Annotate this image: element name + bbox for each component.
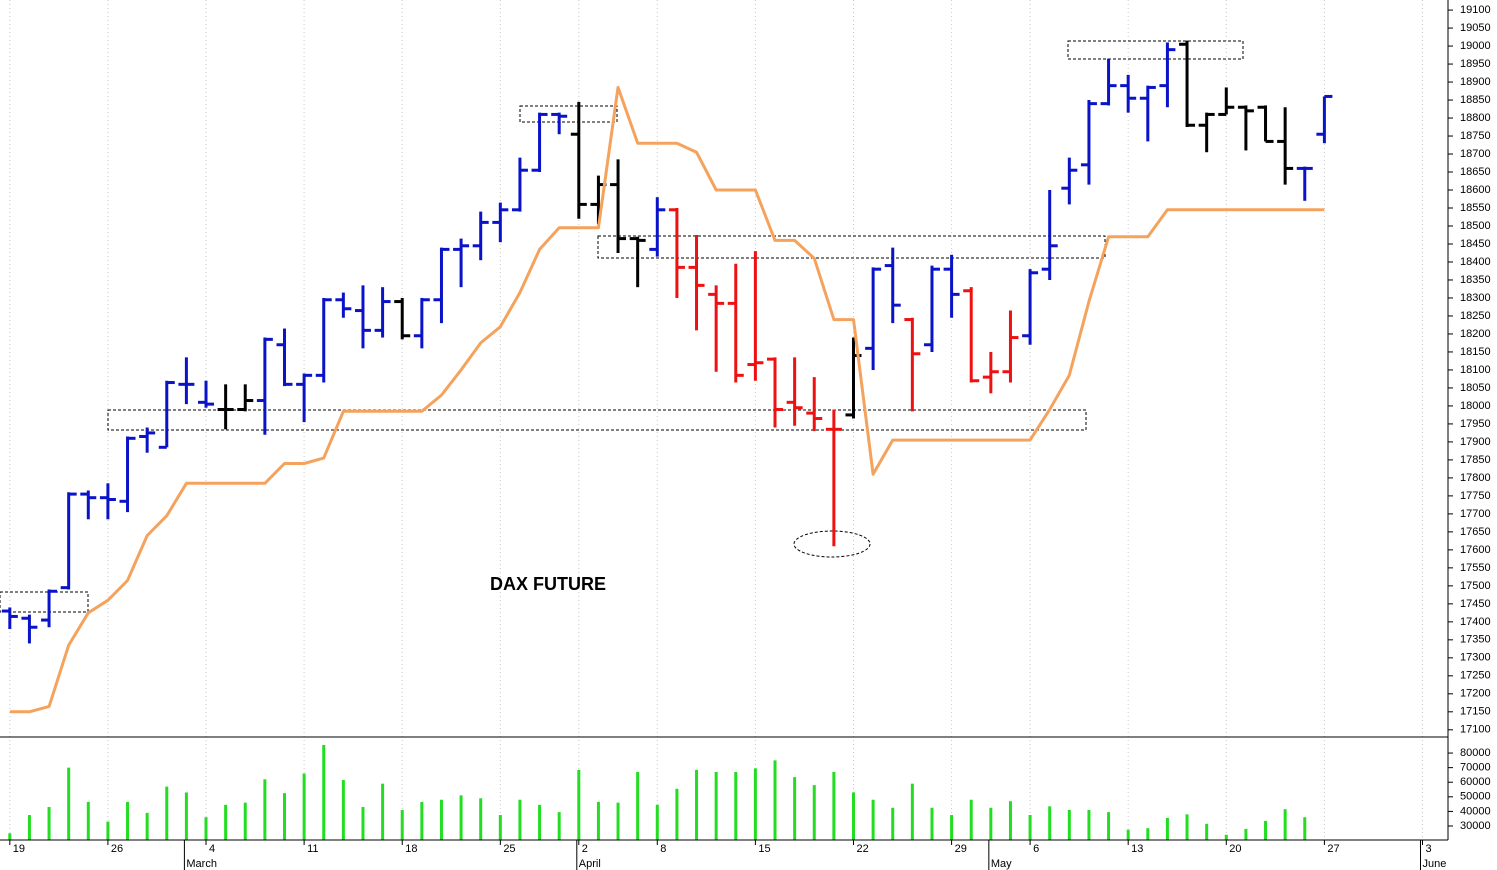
x-tick-label: 15 [758, 843, 770, 855]
y-tick-label: 18050 [1460, 382, 1491, 394]
y-tick-label: 17100 [1460, 724, 1491, 736]
y-tick-label: 17500 [1460, 580, 1491, 592]
y-tick-label: 18500 [1460, 220, 1491, 232]
y-tick-label: 50000 [1460, 791, 1491, 803]
y-tick-label: 18750 [1460, 130, 1491, 142]
x-tick-label: 13 [1131, 843, 1143, 855]
y-tick-label: 17750 [1460, 490, 1491, 502]
chart-title: DAX FUTURE [490, 574, 606, 594]
y-tick-label: 19000 [1460, 40, 1491, 52]
month-label: April [579, 858, 601, 870]
y-tick-label: 18300 [1460, 292, 1491, 304]
overlay-line [9, 85, 1325, 714]
y-tick-label: 18450 [1460, 238, 1491, 250]
y-tick-label: 17350 [1460, 634, 1491, 646]
range-box [107, 409, 1087, 431]
plot [1, 40, 1333, 840]
low-marker [793, 530, 871, 558]
y-tick-label: 17850 [1460, 454, 1491, 466]
month-label: May [991, 858, 1012, 870]
y-tick-label: 18800 [1460, 112, 1491, 124]
range-box [1067, 40, 1244, 60]
x-tick-label: 29 [955, 843, 967, 855]
y-tick-label: 17950 [1460, 418, 1491, 430]
y-tick-label: 17300 [1460, 652, 1491, 664]
x-tick-label: 26 [111, 843, 123, 855]
y-tick-label: 19100 [1460, 4, 1491, 16]
y-tick-label: 17150 [1460, 706, 1491, 718]
x-tick-label: 20 [1229, 843, 1241, 855]
y-tick-label: 70000 [1460, 762, 1491, 774]
y-tick-label: 18200 [1460, 328, 1491, 340]
month-label: June [1422, 858, 1446, 870]
y-tick-label: 30000 [1460, 820, 1491, 832]
x-tick-label: 4 [209, 843, 215, 855]
y-tick-label: 18700 [1460, 148, 1491, 160]
y-tick-label: 18550 [1460, 202, 1491, 214]
y-tick-label: 17650 [1460, 526, 1491, 538]
x-tick-label: 22 [856, 843, 868, 855]
y-tick-label: 18400 [1460, 256, 1491, 268]
x-tick-label: 18 [405, 843, 417, 855]
y-tick-label: 18100 [1460, 364, 1491, 376]
y-tick-label: 17550 [1460, 562, 1491, 574]
y-tick-label: 17450 [1460, 598, 1491, 610]
y-tick-label: 18900 [1460, 76, 1491, 88]
x-tick-label: 6 [1033, 843, 1039, 855]
y-tick-label: 18950 [1460, 58, 1491, 70]
range-box [519, 105, 618, 123]
y-tick-label: 18150 [1460, 346, 1491, 358]
y-tick-label: 19050 [1460, 22, 1491, 34]
range-box [0, 591, 89, 613]
y-tick-label: 18000 [1460, 400, 1491, 412]
y-tick-label: 60000 [1460, 776, 1491, 788]
y-tick-label: 18350 [1460, 274, 1491, 286]
x-tick-label: 2 [582, 843, 588, 855]
x-tick-label: 25 [503, 843, 515, 855]
month-label: March [186, 858, 217, 870]
x-tick-label: 8 [660, 843, 666, 855]
y-tick-label: 18600 [1460, 184, 1491, 196]
y-tick-label: 18850 [1460, 94, 1491, 106]
y-tick-label: 17600 [1460, 544, 1491, 556]
annotations [0, 40, 1244, 613]
y-tick-label: 17400 [1460, 616, 1491, 628]
x-tick-label: 27 [1327, 843, 1339, 855]
y-tick-label: 18250 [1460, 310, 1491, 322]
y-tick-label: 18650 [1460, 166, 1491, 178]
y-tick-label: 80000 [1460, 747, 1491, 759]
y-tick-label: 17700 [1460, 508, 1491, 520]
y-tick-label: 17200 [1460, 688, 1491, 700]
y-tick-label: 17900 [1460, 436, 1491, 448]
x-tick-label: 11 [307, 843, 318, 855]
x-tick-label: 3 [1425, 843, 1431, 855]
x-tick-label: 19 [13, 843, 25, 855]
y-tick-label: 17250 [1460, 670, 1491, 682]
y-tick-label: 40000 [1460, 805, 1491, 817]
y-tick-label: 17800 [1460, 472, 1491, 484]
